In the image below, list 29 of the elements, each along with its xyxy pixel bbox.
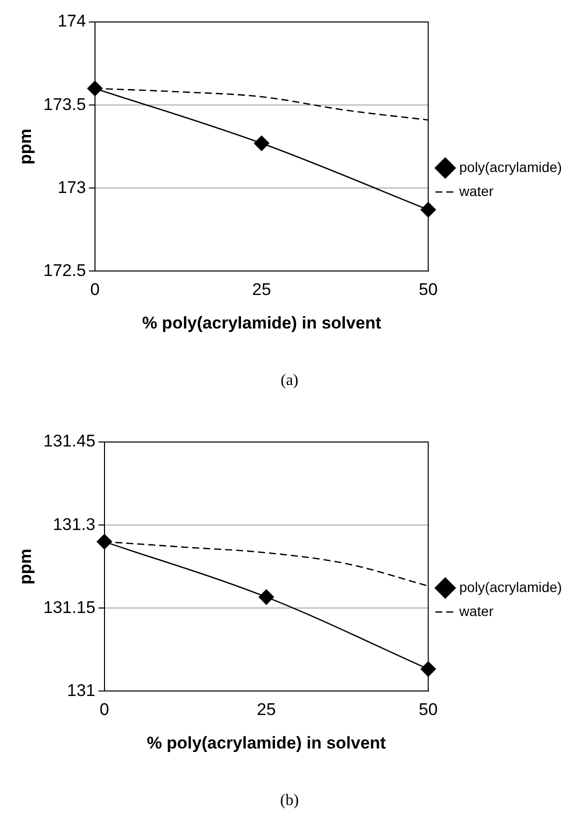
- text: (b): [279, 792, 300, 810]
- point: [258, 589, 274, 605]
- x-axis-title: % poly(acrylamide) in solvent: [142, 313, 382, 332]
- y-tick-label: 173: [58, 178, 86, 197]
- point: [254, 136, 270, 151]
- point: [87, 80, 103, 96]
- x-tick-label: 25: [252, 280, 272, 300]
- y-tick-label: 131.3: [52, 514, 96, 534]
- x-axis-title: % poly(acrylamide) in solvent: [146, 733, 386, 752]
- x-tick-label: 0: [90, 280, 100, 300]
- legend-label: poly(acrylamide): [459, 578, 562, 595]
- text: (a): [280, 372, 300, 390]
- y-tick-label: 173.5: [43, 94, 86, 114]
- y-tick-label: 172.5: [43, 260, 86, 280]
- y-tick-label: 131: [67, 680, 96, 700]
- y-tick-label: 131.15: [43, 598, 96, 617]
- y-axis-title: ppm: [16, 128, 35, 165]
- legend-label: poly(acrylamide): [459, 158, 562, 175]
- legend-label: water: [458, 602, 494, 619]
- y-tick-label: 174: [58, 12, 86, 31]
- x-tick-label: 50: [418, 700, 438, 720]
- point: [420, 661, 436, 677]
- x-tick-label: 50: [418, 280, 438, 300]
- x-tick-label: 0: [100, 700, 110, 720]
- y-axis-title: ppm: [16, 548, 35, 585]
- y-tick-label: 131.45: [43, 432, 96, 451]
- x-tick-label: 25: [256, 700, 276, 720]
- point: [96, 534, 112, 550]
- legend-label: water: [458, 182, 494, 199]
